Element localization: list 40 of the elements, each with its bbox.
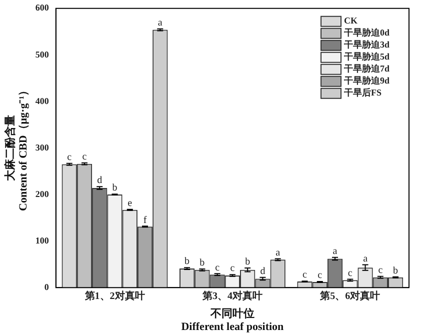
- y-tick-label: 200: [35, 188, 50, 199]
- data-label: c: [348, 268, 353, 279]
- data-label: c: [302, 270, 308, 281]
- legend-label: 干旱胁迫9d: [343, 76, 390, 86]
- data-label: c: [67, 152, 72, 163]
- legend-label: 干旱胁迫0d: [343, 28, 390, 38]
- data-label: a: [332, 246, 338, 257]
- data-label: e: [128, 198, 133, 210]
- data-label: c: [215, 262, 220, 274]
- x-tick-label: 第3、4对真叶: [201, 290, 262, 302]
- y-tick-label: 600: [35, 2, 50, 13]
- data-label: c: [230, 263, 236, 274]
- y-axis-title: 大麻二酚含量 Content of CBD（μg·g⁻¹）: [3, 85, 30, 211]
- x-tick-label: 第1、2对真叶: [84, 290, 145, 302]
- y-tick-label: 0: [44, 282, 50, 292]
- data-label: a: [276, 247, 281, 258]
- data-label: a: [363, 253, 368, 264]
- y-tick-label: 100: [35, 235, 50, 246]
- data-label: b: [245, 256, 250, 268]
- data-label: b: [184, 256, 190, 268]
- data-label: d: [260, 266, 266, 277]
- y-tick-label: 400: [35, 96, 50, 106]
- data-label: b: [200, 258, 205, 269]
- data-label: c: [318, 270, 323, 282]
- legend-label: CK: [344, 16, 358, 26]
- data-label: d: [97, 175, 102, 186]
- legend-label: 干旱胁迫5d: [343, 52, 390, 62]
- data-label: f: [143, 214, 148, 226]
- legend-label: 干旱后FS: [343, 88, 382, 98]
- data-label: c: [378, 265, 384, 276]
- data-label: c: [82, 152, 88, 163]
- x-axis-title: 不同叶位 Different leaf position: [181, 307, 284, 334]
- data-label: b: [393, 266, 398, 277]
- y-tick-label: 300: [35, 142, 50, 152]
- legend-label: 干旱胁迫3d: [343, 40, 390, 50]
- data-label: a: [158, 18, 163, 28]
- legend-label: 干旱胁迫7d: [343, 64, 390, 74]
- y-tick-label: 500: [35, 49, 50, 60]
- data-label: b: [112, 182, 118, 194]
- x-tick-label: 第5、6对真叶: [319, 290, 380, 302]
